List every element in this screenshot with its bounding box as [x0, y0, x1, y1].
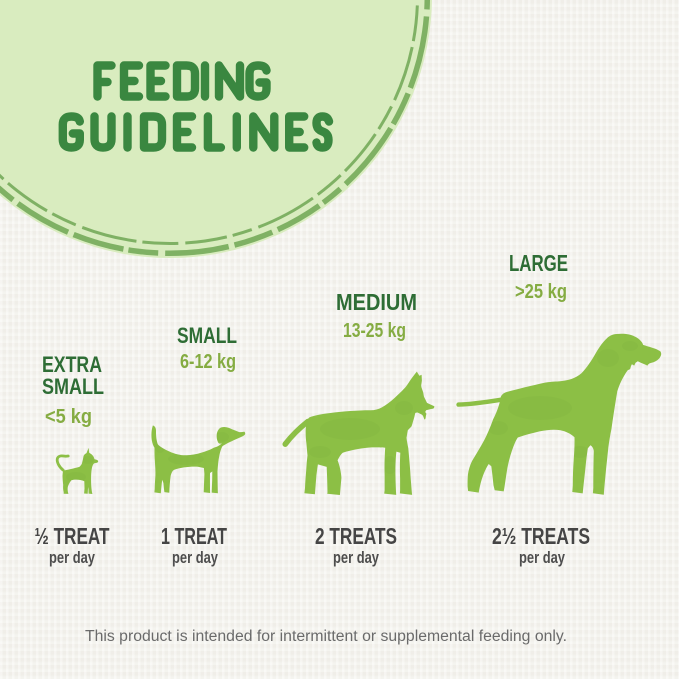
svg-text:This product is intended for i: This product is intended for intermitten…: [85, 628, 567, 645]
svg-text:13-25 kg: 13-25 kg: [343, 320, 406, 342]
svg-text:per day: per day: [519, 548, 565, 567]
svg-text:½ TREAT: ½ TREAT: [35, 523, 110, 549]
svg-text:per day: per day: [333, 548, 379, 567]
svg-text:SMALL: SMALL: [42, 374, 104, 399]
svg-text:SMALL: SMALL: [177, 323, 237, 348]
svg-text:1 TREAT: 1 TREAT: [161, 523, 227, 549]
svg-text:LARGE: LARGE: [509, 250, 568, 276]
svg-text:2½ TREATS: 2½ TREATS: [492, 523, 590, 549]
svg-text:<5 kg: <5 kg: [45, 406, 92, 428]
svg-text:>25 kg: >25 kg: [515, 281, 567, 303]
svg-text:6-12 kg: 6-12 kg: [180, 351, 236, 373]
svg-text:2 TREATS: 2 TREATS: [315, 523, 397, 549]
svg-text:per day: per day: [172, 548, 218, 567]
svg-text:MEDIUM: MEDIUM: [336, 289, 417, 315]
svg-text:per day: per day: [49, 548, 95, 567]
svg-text:EXTRA: EXTRA: [42, 352, 102, 377]
